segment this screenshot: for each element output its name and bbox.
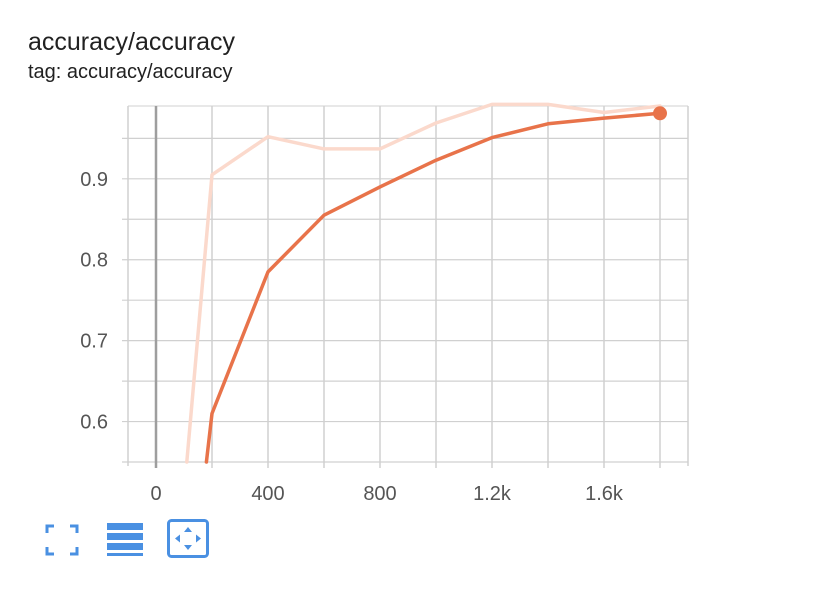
x-tick-label: 400 [251,483,284,505]
raw-series-line [185,102,662,464]
chart-title: accuracy/accuracy [28,28,236,56]
y-tick-label: 0.8 [80,250,108,272]
toggle-y-log-button[interactable] [102,518,146,562]
smoothed-series-line [204,111,662,464]
chart-tag: tag: accuracy/accuracy [28,61,233,83]
x-tick-label: 1.2k [473,483,512,505]
toggle-y-log-icon [107,523,143,556]
x-tick-label: 1.6k [585,483,624,505]
tick-labels: 0.6 0.7 0.8 0.9 0 400 800 1.2k 1.6k [80,169,624,505]
x-tick-label: 0 [150,483,161,505]
fullscreen-button[interactable] [40,518,84,562]
series [185,102,667,464]
grid [122,105,689,468]
y-tick-label: 0.6 [80,412,108,434]
y-tick-label: 0.7 [80,331,108,353]
fullscreen-icon [45,524,79,556]
x-tick-label: 800 [363,483,396,505]
last-point-marker [653,106,667,121]
y-tick-label: 0.9 [80,169,108,191]
fit-domain-button[interactable] [166,518,210,562]
fit-domain-icon [167,519,209,558]
